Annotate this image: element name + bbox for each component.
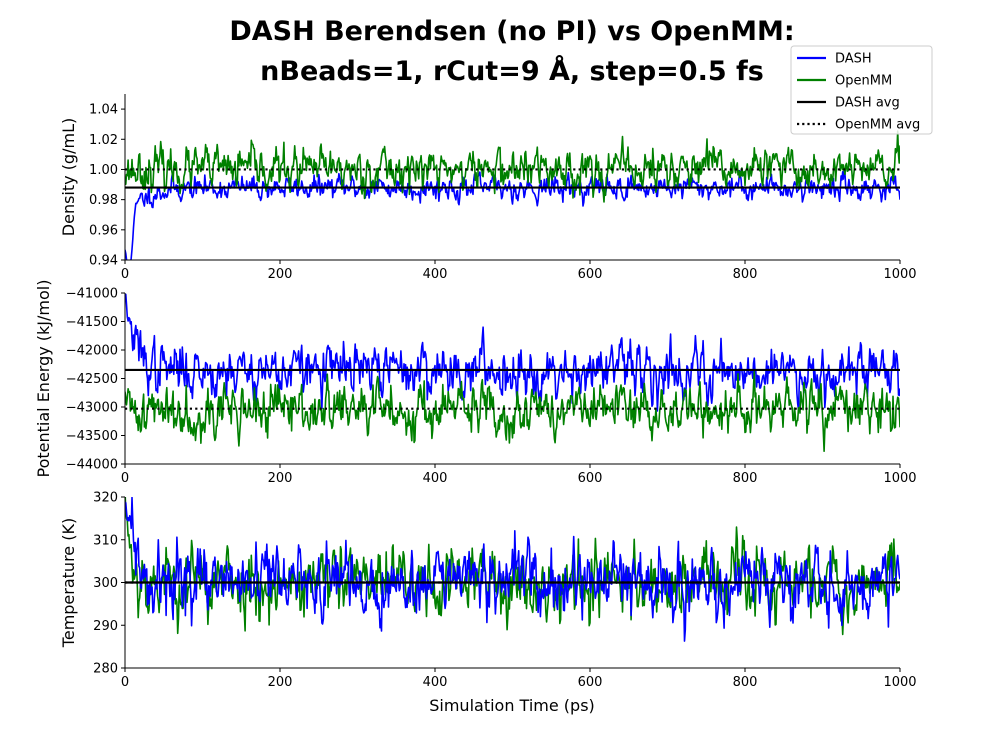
y-tick-label: −43000 xyxy=(66,401,118,416)
legend-entry-label: OpenMM avg xyxy=(835,118,920,133)
series-line-openmm xyxy=(125,130,900,203)
x-tick-label: 800 xyxy=(733,267,758,282)
chart-title-line-2: nBeads=1, rCut=9 Å, step=0.5 fs xyxy=(260,55,764,87)
x-tick-label: 600 xyxy=(578,675,603,690)
y-tick-label: −43500 xyxy=(66,429,118,444)
legend-frame xyxy=(790,45,933,135)
series-line-dash xyxy=(125,168,900,260)
y-tick-label: 300 xyxy=(93,576,118,591)
y-tick-label: 0.94 xyxy=(89,254,118,269)
x-tick-label: 200 xyxy=(268,675,293,690)
y-axis-label: Temperature (K) xyxy=(59,518,78,648)
chart-title-line-1: DASH Berendsen (no PI) vs OpenMM: xyxy=(229,16,794,47)
plot-area xyxy=(125,293,900,453)
y-tick-label: 0.98 xyxy=(89,193,118,208)
y-tick-label: 1.02 xyxy=(89,133,118,148)
x-tick-label: 200 xyxy=(268,267,293,282)
y-axis-label: Density (g/mL) xyxy=(59,118,78,236)
potential-energy-panel: 0 200 400 600 800 1000 −44000 −43500 −43000 −4250… xyxy=(34,280,917,486)
x-tick-label: 400 xyxy=(423,267,448,282)
plot-area xyxy=(125,497,900,642)
y-tick-label: 280 xyxy=(93,662,118,677)
y-tick-label: 320 xyxy=(93,491,118,506)
x-tick-label: 800 xyxy=(733,471,758,486)
y-tick-label: 1.04 xyxy=(89,103,118,118)
x-tick-label: 200 xyxy=(268,471,293,486)
y-tick-label: 0.96 xyxy=(89,223,118,238)
x-tick-label: 400 xyxy=(423,675,448,690)
plot-area xyxy=(125,130,900,260)
y-tick-label: −42000 xyxy=(66,344,118,359)
legend-entry-label: DASH xyxy=(835,52,872,67)
y-tick-label: 310 xyxy=(93,533,118,548)
x-tick-label: 1000 xyxy=(883,267,916,282)
legend: DASH OpenMM DASH avg OpenMM avg xyxy=(790,45,933,135)
y-tick-label: −42500 xyxy=(66,372,118,387)
x-tick-label: 0 xyxy=(121,471,129,486)
legend-entry-label: DASH avg xyxy=(835,96,900,111)
x-tick-label: 400 xyxy=(423,471,448,486)
density-panel: 0 200 400 600 800 1000 0.94 0.96 0.98 1.00 1.02 1.0… xyxy=(59,94,917,282)
x-tick-label: 1000 xyxy=(883,471,916,486)
x-tick-label: 1000 xyxy=(883,675,916,690)
y-tick-label: −44000 xyxy=(66,458,118,473)
x-tick-label: 0 xyxy=(121,675,129,690)
x-tick-label: 600 xyxy=(578,471,603,486)
series-line-openmm xyxy=(125,370,900,453)
x-tick-label: 0 xyxy=(121,267,129,282)
y-tick-label: 290 xyxy=(93,619,118,634)
x-tick-label: 600 xyxy=(578,267,603,282)
y-tick-label: −41500 xyxy=(66,315,118,330)
x-axis-label: Simulation Time (ps) xyxy=(429,696,595,715)
legend-entry-label: OpenMM xyxy=(835,74,892,89)
y-axis-label: Potential Energy (kJ/mol) xyxy=(34,280,53,478)
y-tick-label: −41000 xyxy=(66,287,118,302)
y-tick-label: 1.00 xyxy=(89,163,118,178)
x-tick-label: 800 xyxy=(733,675,758,690)
temperature-panel: 0 200 400 600 800 1000 280 290 300 310 320 Temperat… xyxy=(59,491,917,691)
